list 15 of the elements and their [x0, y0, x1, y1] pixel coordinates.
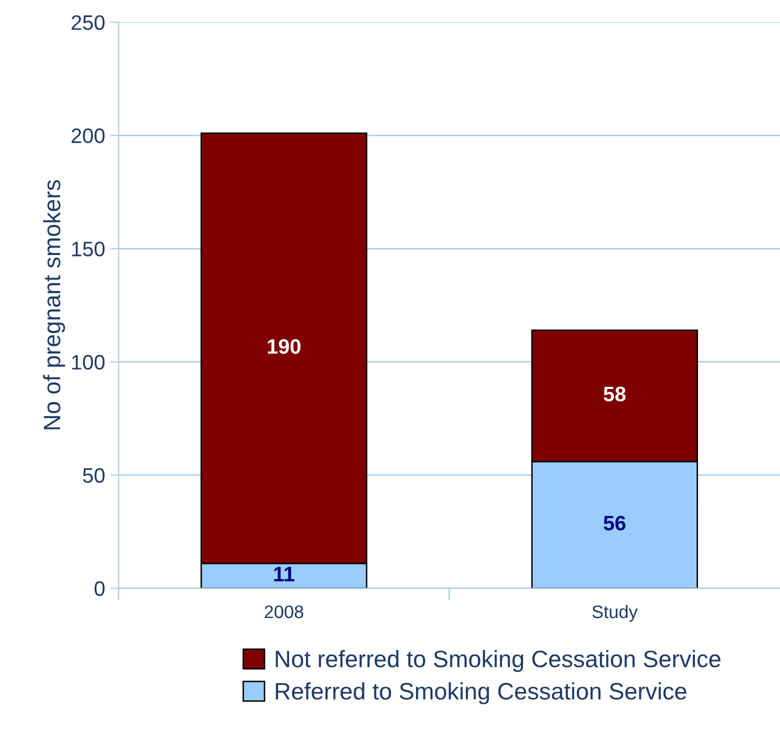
data-label: 11 — [274, 566, 294, 582]
data-label: 56 — [604, 516, 626, 530]
x-tick-label: Study — [592, 604, 638, 622]
legend-label: Referred to Smoking Cessation Service — [276, 682, 686, 704]
y-tick-label: 150 — [72, 242, 105, 256]
y-tick-label: 50 — [83, 468, 105, 483]
data-label: 190 — [268, 339, 300, 354]
y-tick-label: 100 — [72, 354, 105, 370]
legend-label: Not referred to Smoking Cessation Service — [276, 650, 720, 672]
x-tick-label: 2008 — [264, 605, 304, 618]
data-label: 58 — [604, 386, 626, 402]
y-tick-label: 250 — [72, 15, 105, 30]
y-tick-label: 200 — [72, 128, 105, 144]
y-axis-title: No of pregnant smokers — [43, 180, 66, 430]
y-tick-label: 0 — [94, 581, 105, 596]
